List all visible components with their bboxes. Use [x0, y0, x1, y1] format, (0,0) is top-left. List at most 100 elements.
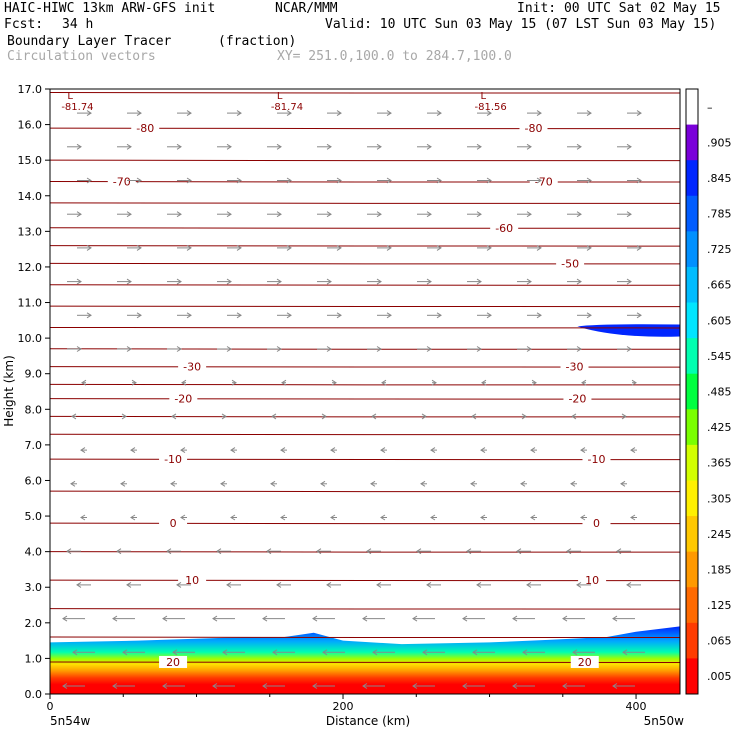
circulation-vector	[130, 447, 137, 454]
vector-head	[462, 683, 468, 689]
circulation-vector	[70, 480, 77, 487]
vector-head	[380, 447, 386, 454]
circulation-vector	[117, 278, 132, 285]
circulation-vector	[467, 211, 482, 218]
vector-head	[580, 514, 586, 521]
vector-head	[631, 379, 637, 386]
vector-head	[480, 514, 486, 521]
low-marker-letter: L	[277, 91, 283, 102]
y-tick-label: 3.0	[25, 581, 43, 594]
circulation-vector	[527, 312, 542, 319]
circulation-vector	[562, 683, 585, 689]
colorbar-swatch	[686, 302, 698, 339]
vector-head	[320, 480, 326, 487]
vector-head	[462, 615, 468, 622]
circulation-vector	[427, 312, 442, 319]
circulation-vector	[480, 514, 487, 521]
circulation-vector	[522, 649, 545, 656]
vector-head	[130, 447, 136, 454]
isotherm-line	[49, 550, 681, 554]
vector-head	[536, 244, 542, 251]
isotherm-label-bg	[178, 360, 207, 373]
circulation-vector	[112, 683, 135, 689]
vector-head	[126, 211, 132, 218]
vector-head	[536, 110, 542, 117]
circulation-vector	[377, 177, 392, 184]
vector-head	[526, 346, 532, 352]
isotherm-label: 10	[185, 574, 199, 587]
vector-head	[636, 312, 642, 319]
vector-head	[112, 683, 118, 689]
circulation-vector	[630, 447, 637, 454]
circulation-vector	[81, 379, 87, 386]
vector-head	[422, 649, 428, 656]
circulation-vector	[430, 447, 437, 454]
vector-head	[426, 346, 432, 352]
circulation-vector	[631, 379, 637, 386]
vector-head	[121, 413, 127, 420]
vector-head	[580, 447, 586, 454]
circulation-vector	[321, 413, 327, 420]
vector-head	[572, 649, 578, 656]
vector-head	[536, 177, 542, 184]
circulation-vector	[330, 447, 337, 454]
circulation-vector	[327, 177, 342, 184]
vector-head	[116, 548, 122, 555]
model-title: HAIC-HIWC 13km ARW-GFS init	[4, 1, 216, 16]
circulation-vector	[427, 177, 442, 184]
circulation-vector	[562, 615, 585, 622]
colorbar-label: –	[707, 101, 713, 114]
vector-head	[616, 548, 622, 555]
circulation-vector	[227, 177, 242, 184]
vector-head	[370, 480, 376, 487]
isotherm-label: -10	[588, 453, 606, 466]
isotherm-label: 20	[166, 656, 180, 669]
circulation-vector	[617, 346, 632, 352]
vector-head	[512, 615, 518, 622]
vector-head	[472, 649, 478, 656]
isotherm-line	[49, 244, 681, 248]
vector-head	[66, 548, 72, 555]
vector-head	[516, 548, 522, 555]
circulation-vector	[527, 110, 542, 117]
y-tick-label: 11.0	[18, 297, 43, 310]
vector-head	[476, 346, 482, 352]
circulation-vector	[180, 514, 187, 521]
circulation-vector	[576, 581, 591, 588]
circulation-vector	[627, 312, 642, 319]
vector-head	[630, 514, 636, 521]
y-tick-label: 12.0	[18, 261, 43, 274]
circulation-vector	[217, 346, 232, 352]
vector-head	[176, 581, 182, 588]
vector-head	[621, 413, 627, 420]
circulation-vector	[412, 683, 435, 689]
vector-head	[71, 413, 77, 420]
vector-head	[476, 278, 482, 285]
colorbar-swatch	[686, 516, 698, 553]
vector-head	[372, 649, 378, 656]
colorbar-label: .245	[707, 528, 732, 541]
circulation-vector	[162, 683, 185, 689]
vector-head	[476, 211, 482, 218]
circulation-vector	[517, 346, 532, 352]
vector-head	[136, 244, 142, 251]
vector-head	[180, 514, 186, 521]
isotherm-line	[49, 305, 681, 308]
vector-head	[566, 548, 572, 555]
y-tick-label: 4.0	[25, 546, 43, 559]
isotherm-line	[49, 490, 681, 493]
circulation-vector	[316, 548, 331, 555]
isotherm-line	[49, 227, 681, 230]
isotherm-line	[49, 284, 681, 287]
vector-head	[286, 244, 292, 251]
vector-head	[181, 379, 187, 386]
circulation-vector	[362, 615, 385, 622]
vector-head	[380, 514, 386, 521]
vector-head	[162, 615, 168, 622]
circulation-vector	[127, 110, 142, 117]
vector-head	[612, 683, 618, 689]
circulation-vector	[312, 615, 335, 622]
vector-head	[562, 683, 568, 689]
colorbar: – .905 .845 .785 .725 .665 .605 .545 .485 .425 .36…	[685, 88, 732, 695]
